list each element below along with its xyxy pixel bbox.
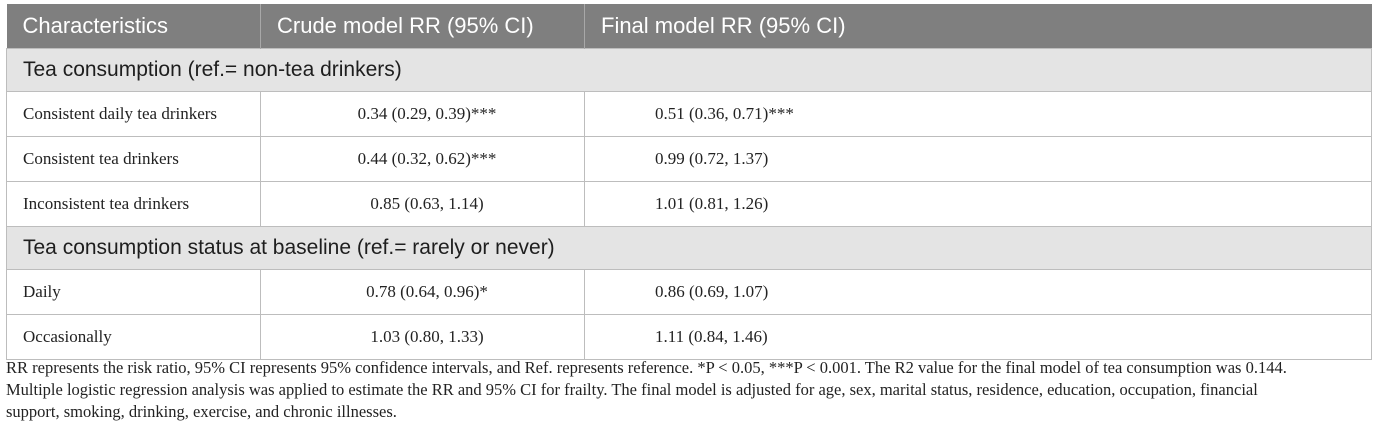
header-crude-model: Crude model RR (95% CI): [260, 4, 585, 49]
section-title: Tea consumption (ref.= non-tea drinkers): [6, 48, 1372, 92]
final-value: 0.99 (0.72, 1.37): [584, 136, 1372, 182]
footnote-line: Multiple logistic regression analysis wa…: [6, 380, 1258, 399]
row-label: Daily: [6, 269, 261, 315]
table-row: Consistent daily tea drinkers 0.34 (0.29…: [6, 91, 1372, 137]
header-final-model: Final model RR (95% CI): [584, 4, 1372, 49]
final-value: 0.51 (0.36, 0.71)***: [584, 91, 1372, 137]
section-row: Tea consumption status at baseline (ref.…: [6, 226, 1372, 270]
section-row: Tea consumption (ref.= non-tea drinkers): [6, 48, 1372, 92]
table-row: Daily 0.78 (0.64, 0.96)* 0.86 (0.69, 1.0…: [6, 269, 1372, 315]
results-table-container: Characteristics Crude model RR (95% CI) …: [6, 4, 1372, 360]
table-row: Occasionally 1.03 (0.80, 1.33) 1.11 (0.8…: [6, 314, 1372, 360]
final-value: 1.01 (0.81, 1.26): [584, 181, 1372, 227]
footnote-line: support, smoking, drinking, exercise, an…: [6, 402, 397, 421]
crude-value: 0.44 (0.32, 0.62)***: [260, 136, 585, 182]
crude-value: 0.85 (0.63, 1.14): [260, 181, 585, 227]
section-title: Tea consumption status at baseline (ref.…: [6, 226, 1372, 270]
header-row: Characteristics Crude model RR (95% CI) …: [6, 4, 1372, 49]
final-value: 0.86 (0.69, 1.07): [584, 269, 1372, 315]
table-row: Inconsistent tea drinkers 0.85 (0.63, 1.…: [6, 181, 1372, 227]
header-characteristics: Characteristics: [6, 4, 261, 49]
results-table: Characteristics Crude model RR (95% CI) …: [6, 4, 1372, 360]
crude-value: 0.78 (0.64, 0.96)*: [260, 269, 585, 315]
footnote-line: RR represents the risk ratio, 95% CI rep…: [6, 358, 1287, 377]
row-label: Occasionally: [6, 314, 261, 360]
crude-value: 1.03 (0.80, 1.33): [260, 314, 585, 360]
row-label: Consistent tea drinkers: [6, 136, 261, 182]
crude-value: 0.34 (0.29, 0.39)***: [260, 91, 585, 137]
table-footnote: RR represents the risk ratio, 95% CI rep…: [6, 357, 1371, 423]
row-label: Consistent daily tea drinkers: [6, 91, 261, 137]
final-value: 1.11 (0.84, 1.46): [584, 314, 1372, 360]
row-label: Inconsistent tea drinkers: [6, 181, 261, 227]
table-row: Consistent tea drinkers 0.44 (0.32, 0.62…: [6, 136, 1372, 182]
